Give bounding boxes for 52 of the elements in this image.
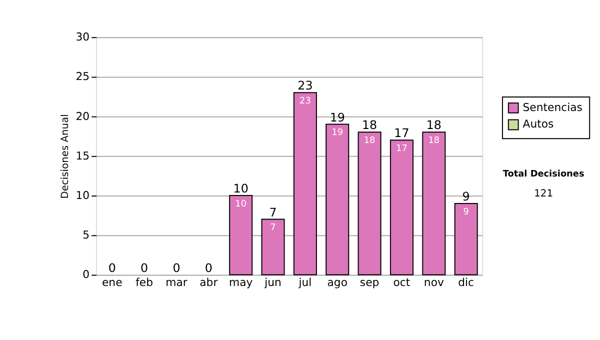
y-tick-label: 5	[82, 228, 90, 242]
y-tick-label: 0	[82, 268, 90, 282]
bar	[293, 92, 317, 276]
x-tick-label: jun	[264, 276, 282, 290]
x-tick-label: may	[228, 276, 254, 290]
y-tick-label: 30	[76, 30, 90, 44]
x-tick-label: ago	[327, 276, 348, 290]
total-label: 0	[172, 260, 180, 275]
legend-label: Sentencias	[522, 100, 583, 114]
x-tick-label: dic	[458, 276, 474, 290]
total-label: 7	[269, 205, 277, 220]
x-tick-label: ene	[102, 276, 123, 290]
bar	[229, 195, 253, 276]
bar	[390, 140, 414, 276]
data-label: 9	[463, 207, 470, 218]
x-tick-label: nov	[424, 276, 444, 290]
x-tick-label: feb	[136, 276, 154, 290]
data-label: 18	[364, 136, 376, 146]
data-label: 19	[332, 128, 344, 138]
x-tick-label: abr	[200, 276, 218, 290]
total-label: 17	[394, 126, 410, 140]
total-label: 0	[140, 260, 148, 275]
y-tick-label: 10	[76, 189, 90, 202]
data-label: 23	[300, 96, 311, 106]
total-label: 10	[233, 182, 248, 196]
y-axis-title: Decisiones Anual	[60, 114, 71, 199]
y-tick-label: 20	[76, 110, 90, 123]
total-label: 19	[330, 110, 345, 124]
x-tick-label: sep	[360, 276, 380, 290]
total-label: 23	[298, 78, 313, 93]
y-tick-label: 15	[76, 149, 90, 162]
text: 121	[534, 188, 554, 200]
bar	[261, 218, 285, 276]
bar	[422, 132, 446, 276]
x-tick-label: oct	[393, 276, 410, 290]
bar	[358, 132, 382, 276]
total-label: 18	[362, 118, 378, 132]
bar	[326, 124, 350, 276]
x-tick-label: jul	[298, 276, 312, 290]
x-tick-label: mar	[166, 276, 188, 290]
total-label: 9	[462, 189, 470, 204]
text: Total Decisiones	[502, 170, 584, 180]
data-label: 10	[235, 199, 247, 210]
data-label: 17	[396, 144, 408, 154]
bar	[454, 202, 478, 276]
data-label: 18	[428, 136, 440, 146]
legend-label: Autos	[522, 118, 554, 131]
data-label: 7	[270, 223, 276, 234]
total-label: 0	[204, 260, 212, 275]
total-label: 18	[426, 118, 442, 132]
y-tick-label: 25	[76, 70, 90, 84]
total-label: 0	[108, 260, 116, 275]
